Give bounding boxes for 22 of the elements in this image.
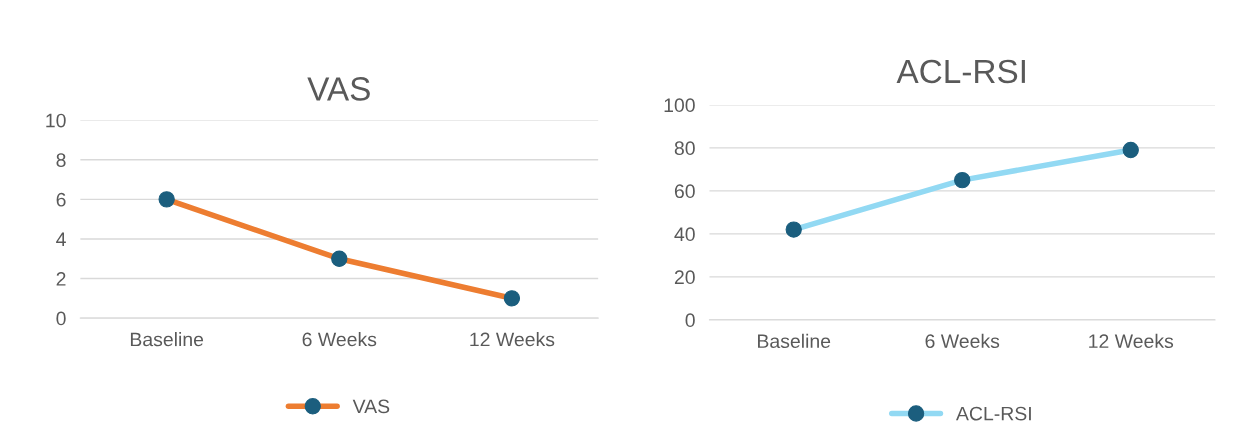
y-tick-label: 20 [674,270,695,285]
legend-label: ACL-RSI [955,406,1031,421]
x-tick-label: Baseline [758,333,831,349]
y-tick-label: 0 [56,311,66,326]
y-tick-label: 100 [664,98,695,113]
y-tick-label: 80 [674,141,695,156]
x-tick-label: 12 Weeks [1089,333,1174,349]
x-tick-label: 6 Weeks [925,333,1000,349]
y-tick-label: 10 [46,113,66,128]
chart-title: ACL-RSI [896,59,1025,84]
y-tick-label: 4 [56,232,66,246]
y-tick-label: 0 [685,313,695,328]
chart-title: VAS [307,77,370,101]
y-tick-label: 2 [56,272,66,286]
y-tick-label: 6 [56,192,66,207]
legend-label: VAS [352,399,390,414]
x-tick-label: 12 Weeks [470,332,555,347]
x-tick-label: 6 Weeks [302,332,377,347]
y-tick-label: 8 [56,153,66,167]
y-tick-label: 40 [674,227,695,242]
x-tick-label: Baseline [130,332,204,347]
y-tick-label: 60 [674,184,695,199]
